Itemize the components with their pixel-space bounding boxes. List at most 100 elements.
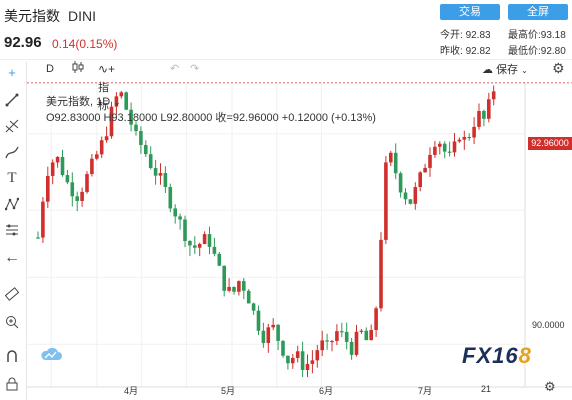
candle-body — [281, 340, 285, 356]
current-price: 92.96 — [4, 34, 42, 51]
candle-body — [222, 265, 226, 291]
fullscreen-button[interactable]: 全屏 — [508, 4, 568, 20]
candle-body — [217, 253, 222, 266]
candle-body — [202, 234, 207, 244]
candle-body — [433, 146, 437, 155]
candle-body — [447, 151, 452, 153]
zoom-in-icon[interactable] — [2, 312, 22, 332]
candle-body — [340, 331, 344, 333]
candle-body — [310, 360, 315, 364]
lock-icon[interactable] — [2, 374, 22, 394]
candle-body — [320, 340, 324, 351]
candle-body — [462, 136, 467, 140]
candle-body — [276, 324, 280, 341]
candle-body — [428, 154, 432, 168]
candle-body — [60, 156, 65, 176]
candle-body — [291, 357, 295, 364]
candle-body — [408, 199, 413, 204]
y-tick-label: 90.0000 — [532, 320, 565, 330]
candle-body — [256, 310, 261, 331]
candle-body — [65, 175, 70, 183]
interval-button[interactable]: D — [46, 63, 54, 75]
candle-body — [178, 216, 182, 220]
candle-body — [457, 139, 462, 142]
candle-body — [398, 173, 403, 193]
candle-body — [286, 355, 290, 364]
stat-high: 最高价:93.18 — [508, 30, 566, 41]
stat-low: 最低价:92.80 — [508, 46, 566, 57]
candlestick-chart[interactable] — [27, 82, 572, 400]
chart-settings-gear-icon[interactable]: ⚙ — [544, 379, 556, 394]
brush-icon[interactable] — [2, 142, 22, 162]
candle-body — [153, 168, 158, 176]
candle-body — [349, 341, 354, 355]
chart-series-title: 美元指数, 1D ⌄ — [46, 96, 121, 108]
candle-body — [403, 192, 408, 200]
candle-body — [119, 92, 124, 97]
candle-body — [315, 350, 320, 361]
candle-body — [330, 340, 334, 343]
indicator-icon: ∿+ — [98, 62, 116, 76]
instrument-title: 美元指数 DINI — [4, 6, 96, 26]
candle-body — [129, 109, 133, 125]
chevron-down-icon[interactable]: ⌄ — [113, 97, 121, 107]
undo-icon[interactable]: ↶ — [170, 63, 180, 75]
crosshair-icon[interactable]: + — [8, 64, 16, 80]
candle-body — [70, 182, 75, 197]
x-tick-label: 5月 — [221, 386, 236, 396]
candle-body — [80, 191, 84, 201]
candlestick-type-icon[interactable] — [72, 60, 84, 80]
chevron-down-icon: ⌄ — [521, 66, 528, 75]
candle-body — [173, 208, 177, 217]
settings-gear-icon[interactable]: ⚙ — [552, 60, 565, 76]
candle-body — [104, 136, 109, 141]
candle-body — [389, 152, 393, 163]
save-button[interactable]: ☁ 保存 ⌄ — [482, 61, 528, 77]
candle-body — [99, 140, 104, 155]
candle-body — [144, 144, 148, 155]
candle-body — [477, 110, 481, 127]
candle-body — [452, 141, 457, 153]
magnet-icon[interactable] — [2, 346, 22, 366]
candle-body — [55, 156, 60, 163]
candle-body — [354, 331, 359, 355]
x-tick-label: 21 — [481, 384, 492, 394]
indicator-button[interactable]: ∿+ 指标 — [98, 60, 115, 115]
candle-body — [491, 91, 496, 100]
candle-body — [261, 330, 266, 344]
ruler-icon[interactable] — [2, 284, 22, 304]
pattern-tool-icon[interactable] — [2, 194, 22, 214]
redo-icon[interactable]: ↷ — [190, 63, 200, 75]
candle-body — [46, 175, 50, 202]
candle-body — [384, 162, 388, 240]
prediction-tool-icon[interactable] — [2, 220, 22, 240]
instrument-code: DINI — [68, 8, 96, 24]
candle-body — [413, 187, 418, 204]
candle-body — [163, 173, 168, 188]
candle-body — [242, 281, 246, 291]
candle-body — [379, 239, 383, 309]
candle-body — [295, 351, 300, 358]
candle-body — [418, 172, 422, 188]
candle-body — [227, 286, 231, 291]
trend-line-icon[interactable] — [2, 90, 22, 110]
candle-body — [207, 234, 212, 247]
candle-body — [325, 340, 329, 342]
candle-body — [438, 143, 442, 147]
candle-body — [95, 154, 99, 159]
candle-body — [193, 245, 197, 248]
candle-body — [50, 162, 55, 176]
candle-body — [237, 281, 241, 292]
candle-body — [482, 110, 486, 119]
text-tool-icon[interactable]: T — [7, 169, 17, 186]
trade-button[interactable]: 交易 — [440, 4, 500, 20]
candle-body — [134, 124, 138, 132]
toolbar-divider — [0, 59, 572, 60]
fib-tools-icon[interactable] — [2, 116, 22, 136]
cloud-logo-icon — [40, 346, 62, 367]
candle-body — [344, 331, 349, 342]
back-arrow-icon[interactable]: ← — [4, 249, 20, 266]
candle-body — [148, 154, 153, 169]
candle-body — [109, 106, 114, 137]
stat-open: 今开: 92.83 — [440, 30, 491, 41]
